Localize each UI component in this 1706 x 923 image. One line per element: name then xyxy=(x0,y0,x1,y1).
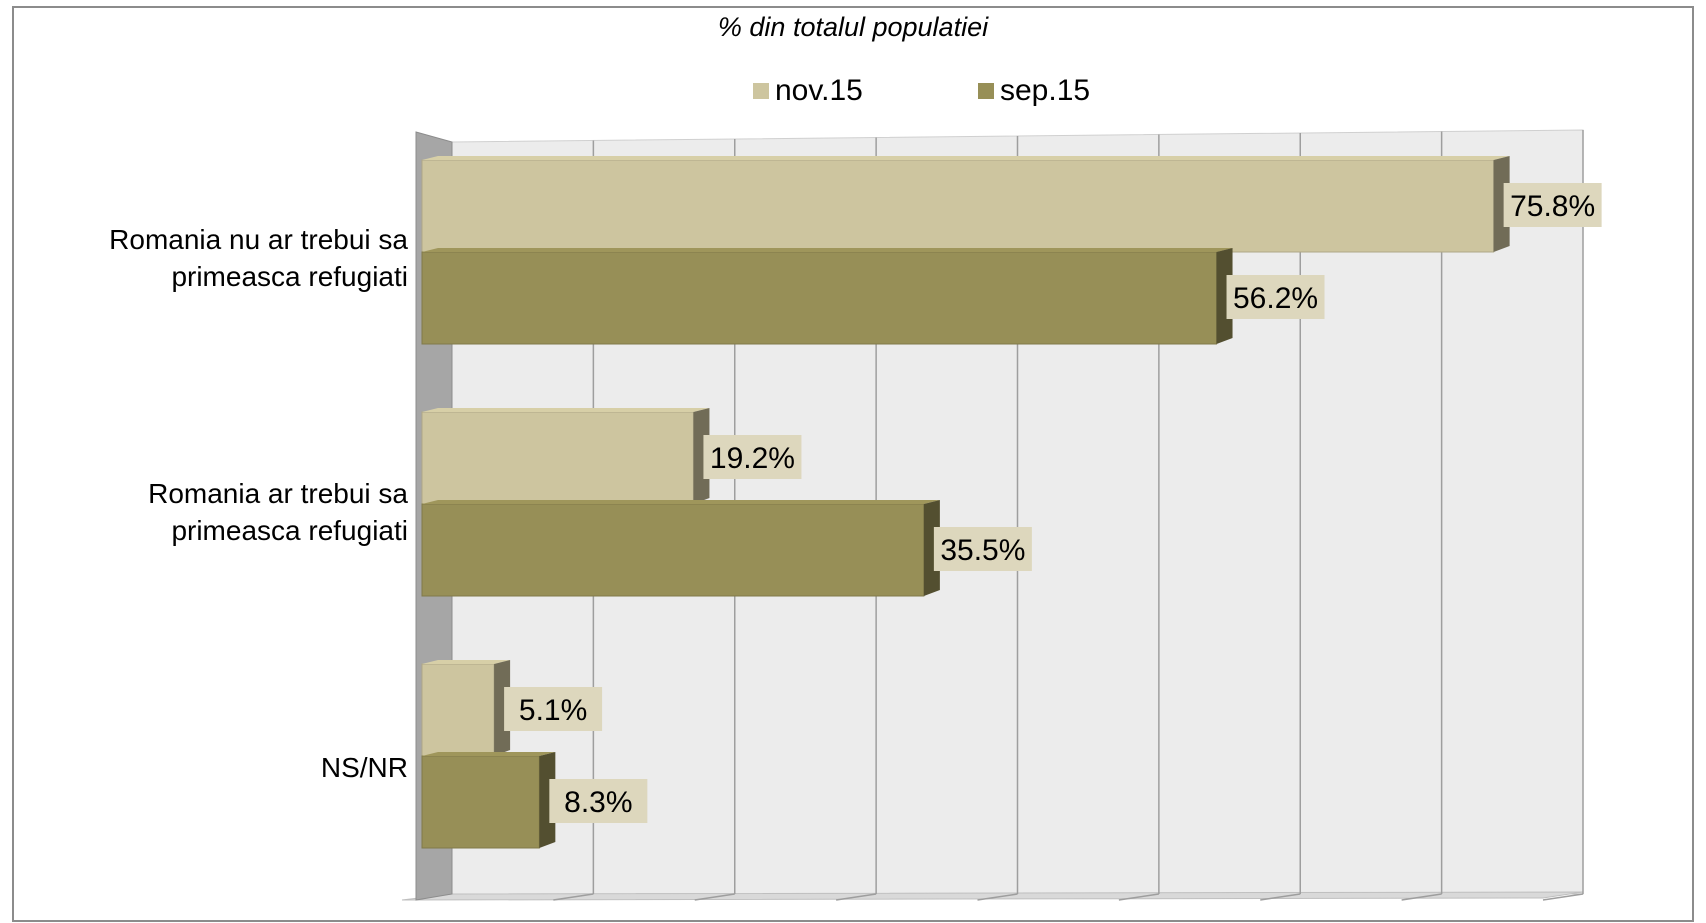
bar xyxy=(421,755,540,849)
data-label: 75.8% xyxy=(1510,190,1595,223)
floor-gridline xyxy=(836,893,877,901)
bar-top xyxy=(422,248,1233,252)
bar-top xyxy=(422,752,556,756)
floor-gridline xyxy=(694,893,735,901)
legend-label-nov15: nov.15 xyxy=(775,74,863,107)
category-label-ns-nr: NS/NR xyxy=(321,749,408,786)
bar xyxy=(421,159,1495,253)
data-label: 5.1% xyxy=(519,694,587,727)
bar-top xyxy=(422,156,1510,160)
category-label-line: Romania ar trebui sa xyxy=(148,478,408,509)
floor-gridline xyxy=(1260,893,1301,901)
bar xyxy=(421,503,925,597)
legend-item-sep15: sep.15 xyxy=(978,74,1090,108)
bar xyxy=(421,411,694,505)
bar-end xyxy=(1216,248,1233,344)
category-label-line: primeasca refugiati xyxy=(171,261,408,292)
category-label-line: Romania nu ar trebui sa xyxy=(109,224,408,255)
category-label-accept-refugees: Romania ar trebui sa primeasca refugiati xyxy=(148,475,408,549)
bar-top xyxy=(422,408,710,412)
legend-swatch-sep15 xyxy=(978,83,994,99)
data-label: 8.3% xyxy=(564,786,632,819)
floor-gridline xyxy=(1118,893,1159,901)
bar-top xyxy=(422,500,940,504)
data-label: 19.2% xyxy=(710,442,795,475)
legend-item-nov15: nov.15 xyxy=(753,74,863,108)
category-label-no-refugees: Romania nu ar trebui sa primeasca refugi… xyxy=(109,221,408,295)
legend-label-sep15: sep.15 xyxy=(1000,74,1091,107)
data-label-bg xyxy=(933,527,1032,571)
floor-gridline xyxy=(977,893,1018,901)
bar-end xyxy=(539,752,556,848)
floor-gridline xyxy=(553,893,594,901)
category-label-line: primeasca refugiati xyxy=(171,515,408,546)
bar-end xyxy=(494,660,511,756)
floor-gridline xyxy=(1542,893,1584,901)
chart-legend: nov.15 sep.15 xyxy=(0,74,1706,110)
data-label-bg xyxy=(504,687,603,731)
bar xyxy=(421,251,1218,345)
data-label: 35.5% xyxy=(940,534,1025,567)
chart-title: % din totalul populatiei xyxy=(717,12,989,42)
bar-end xyxy=(923,500,940,596)
bar-end xyxy=(1493,156,1510,252)
bar-top xyxy=(422,660,511,664)
bar-end xyxy=(693,408,710,504)
legend-swatch-nov15 xyxy=(753,83,769,99)
floor-gridline xyxy=(1401,893,1442,901)
data-label-bg xyxy=(1503,183,1602,227)
data-label-bg xyxy=(549,779,648,823)
data-label-bg xyxy=(1226,275,1325,319)
category-label-line: NS/NR xyxy=(320,752,408,783)
data-label: 56.2% xyxy=(1233,282,1318,315)
bar xyxy=(421,663,495,757)
data-label-bg xyxy=(703,435,802,479)
